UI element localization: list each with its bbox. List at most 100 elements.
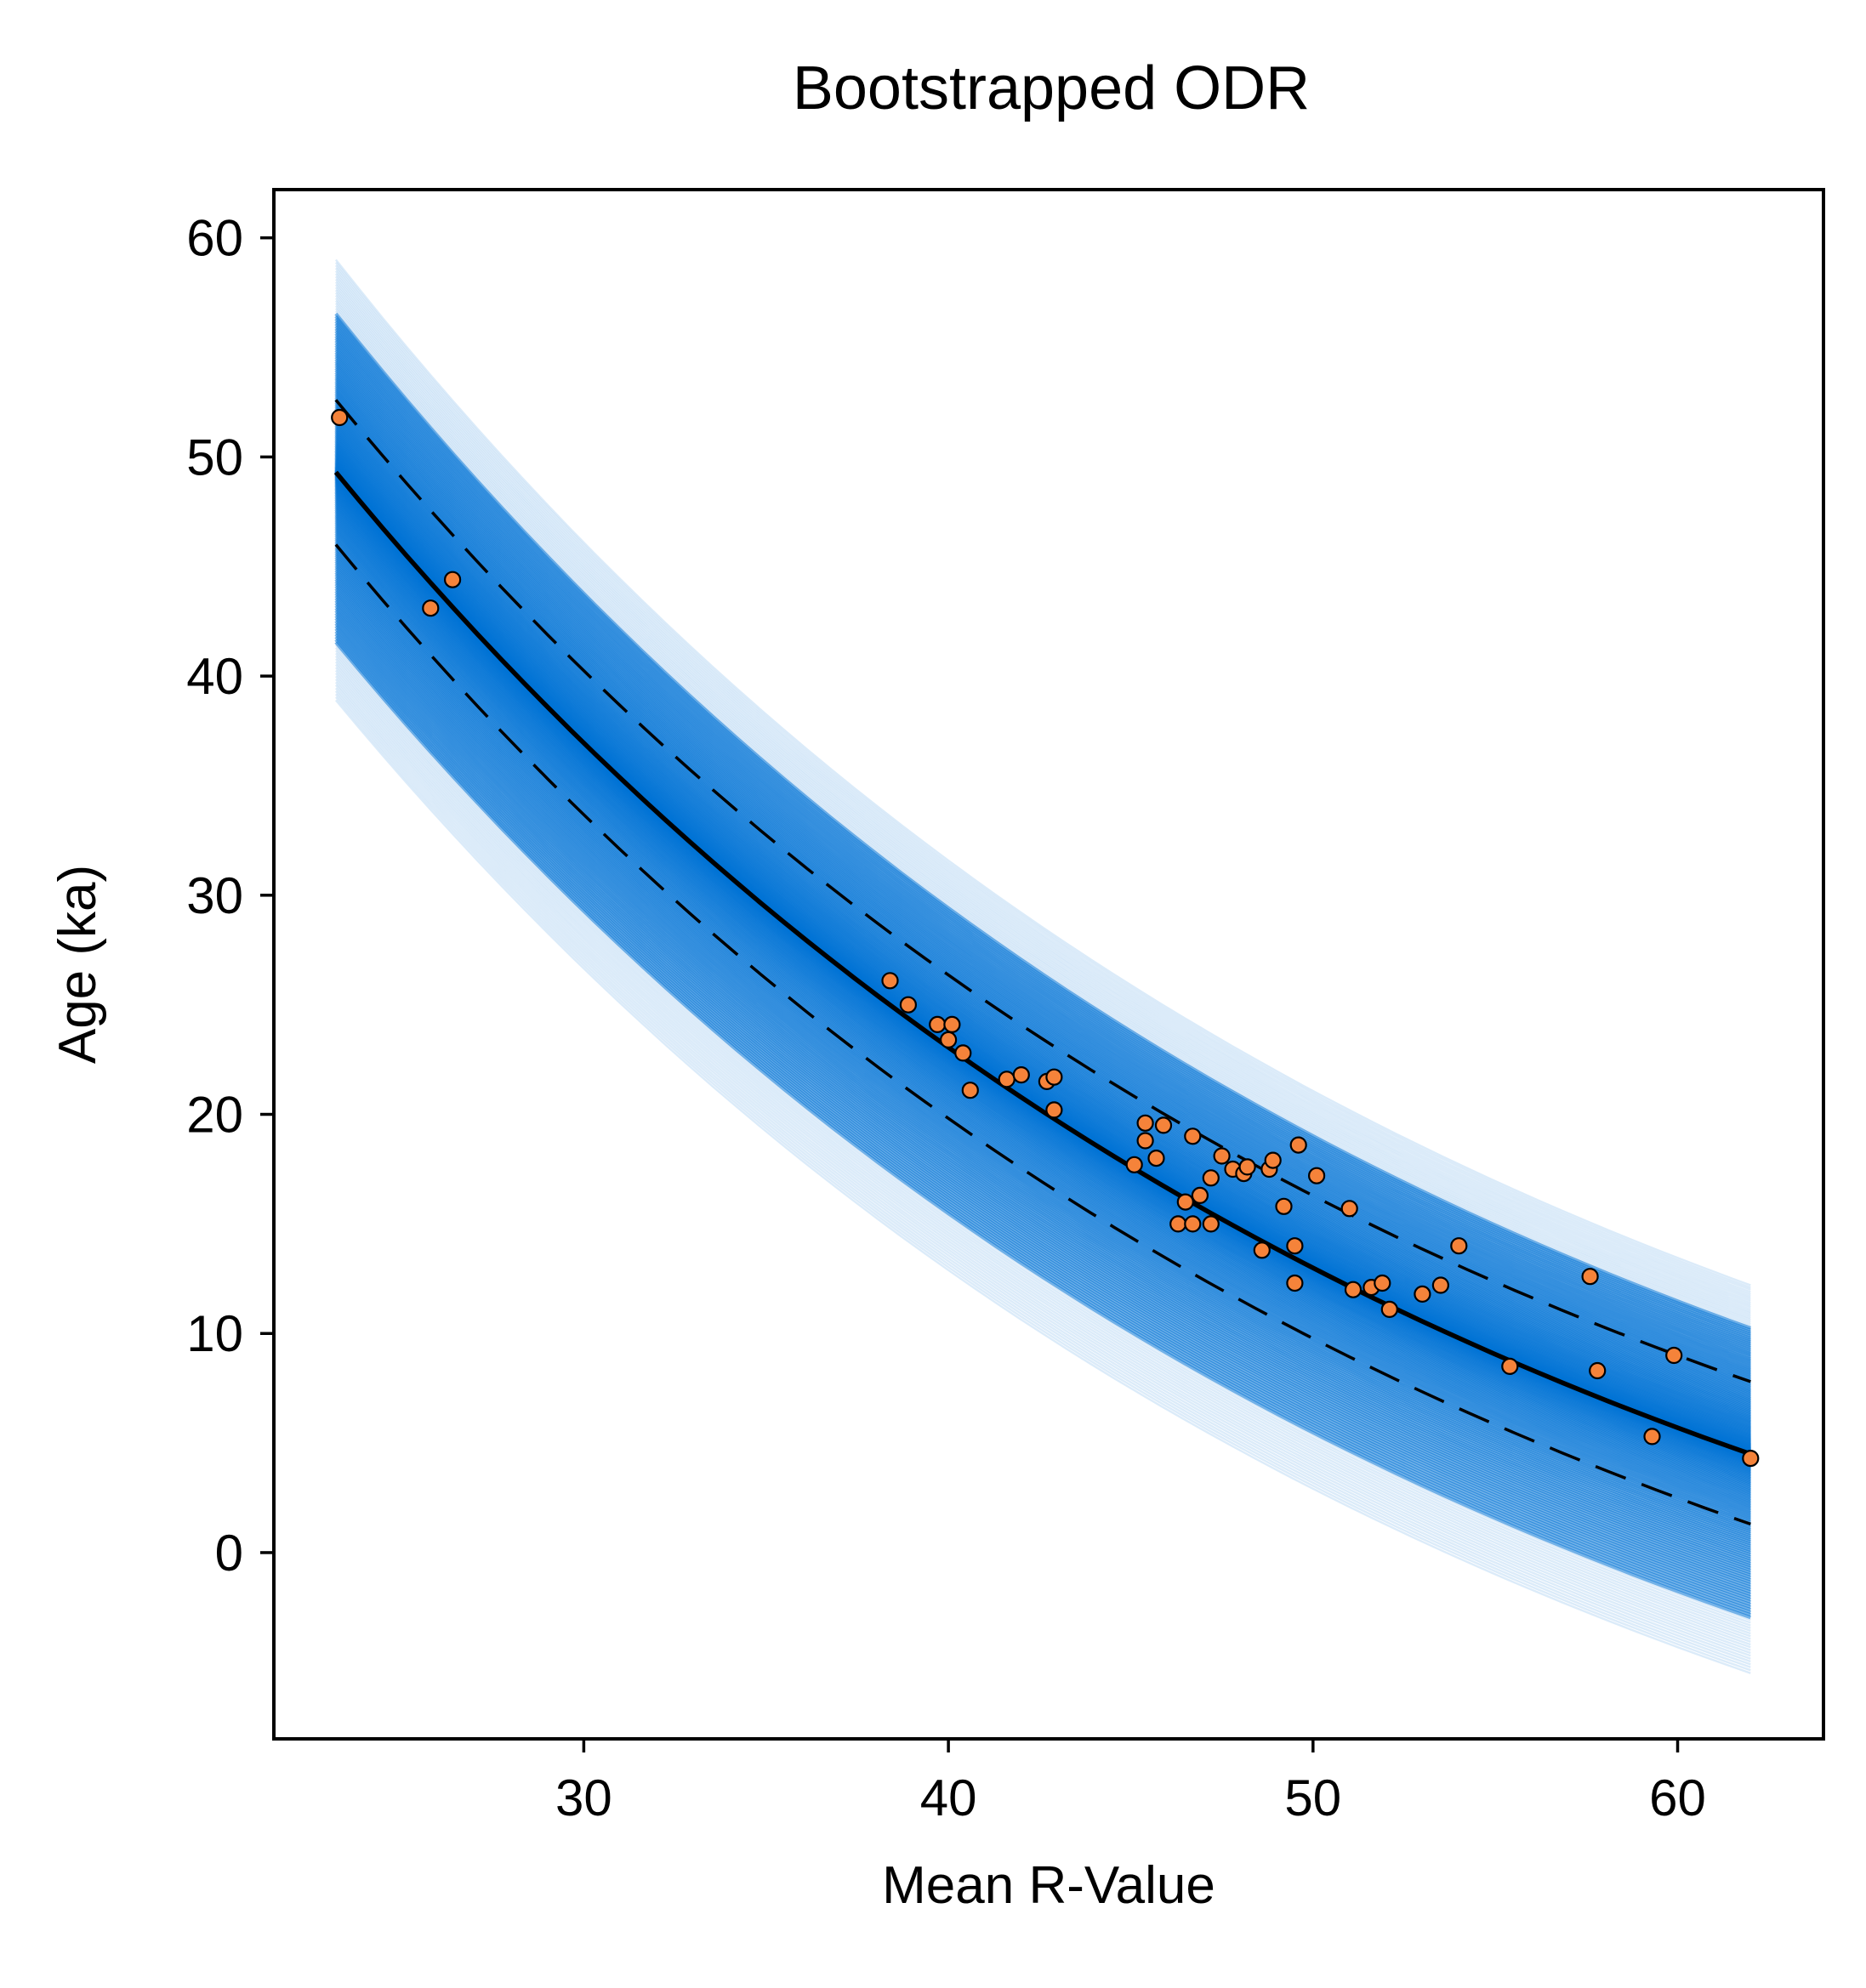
bootstrap-curve <box>334 270 1751 1296</box>
bootstrap-curve <box>334 299 1751 1320</box>
bootstrap-curve <box>334 667 1751 1643</box>
bootstrap-curve <box>334 614 1751 1594</box>
data-point <box>1414 1285 1431 1304</box>
data-points <box>331 408 1760 1468</box>
y-tick-label: 20 <box>186 1087 243 1144</box>
data-point <box>1380 1300 1398 1319</box>
data-point <box>939 1031 958 1049</box>
data-point <box>998 1071 1015 1088</box>
data-point <box>1643 1428 1661 1446</box>
data-point <box>1045 1101 1063 1119</box>
bootstrap-curve <box>334 273 1751 1298</box>
bootstrap-curve <box>334 616 1751 1597</box>
y-tick-label: 0 <box>215 1525 243 1582</box>
bootstrap-curve <box>334 669 1751 1646</box>
bootstrap-curve <box>334 663 1751 1640</box>
bootstrap-curve <box>334 310 1751 1327</box>
bootstrap-curve <box>334 308 1751 1326</box>
data-point <box>1501 1357 1519 1376</box>
bootstrap-curve <box>334 592 1751 1572</box>
data-point <box>1184 1127 1202 1145</box>
bootstrap-curve <box>334 278 1751 1302</box>
x-tick-label: 40 <box>920 1769 977 1826</box>
data-point <box>1450 1237 1468 1255</box>
y-tick-label: 60 <box>186 210 243 267</box>
bootstrap-curve <box>334 275 1751 1300</box>
data-point <box>1589 1361 1607 1380</box>
data-point <box>929 1015 947 1034</box>
bootstrap-curve <box>334 312 1751 1330</box>
bootstrap-curve <box>334 684 1751 1660</box>
bootstrap-curve <box>334 658 1751 1635</box>
y-tick-label: 30 <box>186 867 243 924</box>
bootstrap-curve <box>334 647 1751 1624</box>
data-point <box>881 972 899 990</box>
bootstrap-curve <box>334 690 1751 1666</box>
bootstrap-curve <box>334 588 1751 1568</box>
bootstrap-curve <box>334 292 1751 1313</box>
data-point <box>443 571 462 588</box>
data-point <box>961 1082 979 1099</box>
data-point <box>1286 1274 1304 1292</box>
bootstrap-curve <box>334 609 1751 1589</box>
bootstrap-curve <box>334 673 1751 1649</box>
data-point <box>1431 1276 1450 1294</box>
data-point <box>1581 1268 1599 1286</box>
data-point <box>899 996 918 1014</box>
data-point <box>1289 1136 1307 1154</box>
data-point <box>1176 1193 1194 1211</box>
data-point <box>1264 1151 1282 1169</box>
data-point <box>422 599 440 617</box>
bootstrap-curve <box>334 262 1751 1289</box>
bootstrap-curve <box>334 650 1751 1627</box>
bootstrap-curve <box>334 628 1751 1606</box>
bootstrap-curve <box>334 681 1751 1657</box>
data-point <box>1742 1449 1760 1468</box>
bootstrap-curve <box>334 679 1751 1655</box>
data-point <box>1154 1116 1173 1134</box>
bootstrap-curve <box>334 699 1751 1674</box>
bootstrap-curve <box>334 693 1751 1668</box>
data-point <box>331 408 349 427</box>
data-point <box>1213 1147 1231 1165</box>
data-point <box>1340 1200 1358 1218</box>
data-point <box>1286 1237 1304 1255</box>
bootstrap-curve <box>334 611 1751 1592</box>
bootstrap-curve <box>334 602 1751 1582</box>
data-point <box>1253 1241 1271 1259</box>
bootstrap-curve <box>334 267 1751 1293</box>
y-axis-label: Age (ka) <box>48 865 107 1064</box>
lower-band-line <box>334 543 1751 1526</box>
data-point <box>1125 1156 1143 1173</box>
bootstrap-curve <box>334 641 1751 1620</box>
x-tick-label: 50 <box>1284 1769 1341 1826</box>
y-axis-ticks: 0 10 20 30 40 50 60 <box>186 210 274 1582</box>
data-point <box>1374 1274 1391 1292</box>
data-point <box>1184 1215 1202 1233</box>
upper-band-line <box>334 399 1751 1383</box>
x-tick-label: 30 <box>555 1769 612 1826</box>
bootstrap-curve <box>334 620 1751 1599</box>
data-point <box>1202 1215 1220 1233</box>
bootstrap-curve <box>334 297 1751 1317</box>
bootstrap-curve <box>334 303 1751 1321</box>
bootstrap-curve <box>334 284 1751 1307</box>
bootstrap-curve <box>334 644 1751 1622</box>
data-point <box>1147 1149 1165 1167</box>
x-axis-ticks: 30 40 50 60 <box>555 1739 1706 1826</box>
bootstrap-curve <box>334 638 1751 1616</box>
bootstrap-curve <box>334 317 1751 1334</box>
bootstrap-curve <box>334 289 1751 1311</box>
data-point <box>1136 1132 1154 1150</box>
x-tick-label: 60 <box>1649 1769 1706 1826</box>
data-point <box>1012 1065 1030 1084</box>
data-point <box>1136 1114 1154 1132</box>
bootstrap-curve <box>334 633 1751 1611</box>
plot-area <box>331 258 1760 1674</box>
bootstrap-curve <box>334 597 1751 1577</box>
bootstrap-curve <box>334 258 1751 1287</box>
y-tick-label: 50 <box>186 429 243 486</box>
bootstrap-curve <box>334 605 1751 1584</box>
